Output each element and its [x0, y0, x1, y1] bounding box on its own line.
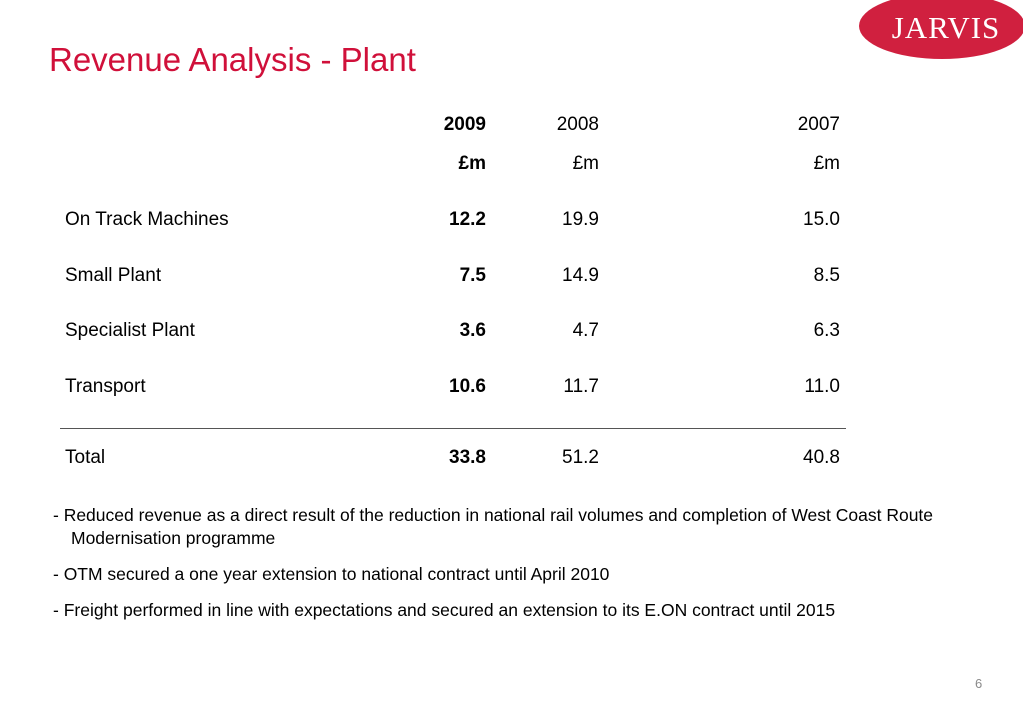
total-value-2008: 51.2: [562, 447, 599, 468]
row-label: On Track Machines: [65, 209, 229, 230]
row-value-2007: 11.0: [804, 376, 840, 397]
header-year-2009: 2009: [443, 114, 486, 135]
row-value-2009: 12.2: [449, 209, 486, 230]
row-value-2008: 19.9: [562, 209, 599, 230]
bullet-item: - Freight performed in line with expecta…: [53, 600, 836, 620]
header-year-2008: 2008: [556, 114, 599, 135]
row-label: Transport: [65, 376, 146, 397]
row-value-2008: 14.9: [562, 265, 599, 286]
row-value-2009: 10.6: [449, 376, 486, 397]
row-value-2008: 4.7: [572, 320, 599, 341]
header-unit-2009: £m: [458, 153, 486, 174]
total-label: Total: [65, 447, 106, 468]
bullet-item: - OTM secured a one year extension to na…: [53, 564, 610, 584]
row-value-2007: 15.0: [803, 209, 840, 230]
row-value-2007: 8.5: [813, 265, 840, 286]
header-unit-2008: £m: [572, 153, 599, 174]
row-label: Small Plant: [65, 265, 162, 286]
row-value-2007: 6.3: [813, 320, 840, 341]
slide-title: Revenue Analysis - Plant: [49, 41, 416, 78]
bullet-list: - Reduced revenue as a direct result of …: [53, 504, 953, 635]
row-value-2009: 3.6: [459, 320, 486, 341]
bullet-item: - Reduced revenue as a direct result of …: [53, 505, 934, 548]
total-divider: [60, 428, 846, 429]
total-value-2007: 40.8: [803, 447, 840, 468]
row-label: Specialist Plant: [65, 320, 195, 341]
logo-text: JARVIS: [892, 10, 1001, 45]
page-number: 6: [975, 676, 983, 691]
header-unit-2007: £m: [813, 153, 840, 174]
total-value-2009: 33.8: [449, 447, 486, 468]
header-year-2007: 2007: [797, 114, 840, 135]
row-value-2009: 7.5: [459, 265, 486, 286]
row-value-2008: 11.7: [563, 376, 599, 397]
jarvis-logo: JARVIS: [858, 0, 1023, 60]
